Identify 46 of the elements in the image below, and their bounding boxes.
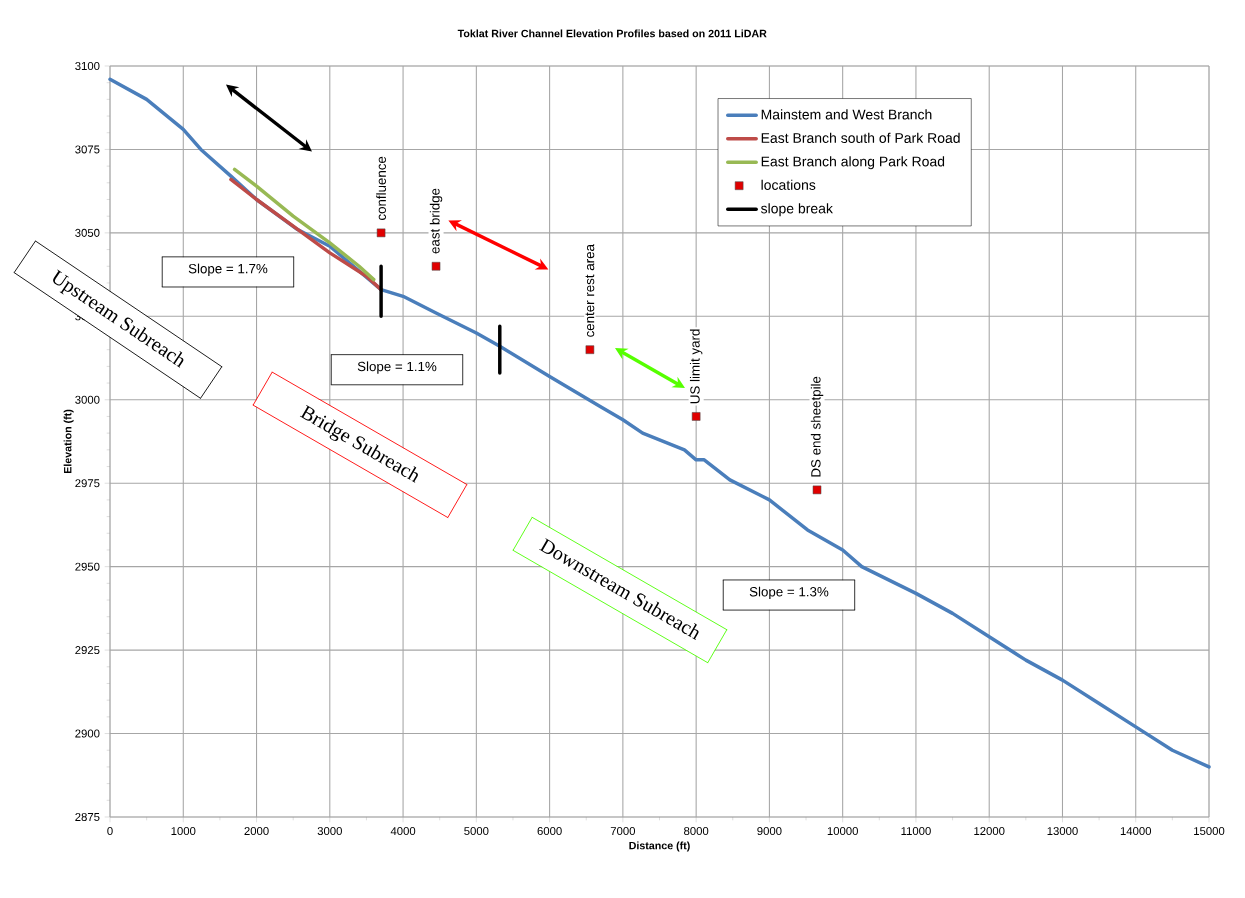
x-tick-label: 2000	[244, 827, 269, 836]
y-tick-label: 3050	[75, 228, 100, 237]
legend-label: slope break	[761, 203, 833, 217]
legend-label: locations	[761, 179, 816, 190]
annotation: center rest area	[585, 244, 595, 337]
annotation: US limit yard	[689, 329, 703, 404]
legend-label: East Branch along Park Road	[761, 156, 945, 170]
y-tick-label: 2975	[75, 479, 100, 488]
x-tick-label: 0	[107, 827, 113, 836]
y-tick-label: 2950	[75, 562, 100, 571]
point	[812, 485, 822, 495]
annotation: Slope = 1.7%	[188, 263, 268, 277]
y-tick-label: 3075	[75, 145, 100, 154]
line-series	[232, 167, 376, 282]
point	[691, 412, 701, 421]
x-tick-label: 5000	[464, 827, 489, 836]
x-tick-label: 14000	[1120, 827, 1152, 836]
x-tick-label: 7000	[610, 827, 636, 836]
annotation: Slope = 1.1%	[357, 361, 437, 374]
y-tick-label: 2900	[75, 729, 100, 738]
chart-title: Toklat River Channel Elevation Profiles based on 2011 LiDAR	[457, 29, 767, 38]
x-tick-label: 13000	[1047, 827, 1078, 836]
x-tick-label: 12000	[974, 827, 1005, 836]
point	[431, 261, 441, 271]
y-axis-title: Elevation (ft)	[63, 409, 74, 474]
annotation: confluence	[376, 156, 386, 221]
x-tick-label: 4000	[390, 827, 416, 836]
y-tick-label: 2925	[75, 646, 100, 655]
y-tick-label: 2875	[75, 812, 100, 821]
x-tick-label: 11000	[901, 827, 931, 836]
y-tick-label: 3100	[75, 61, 100, 70]
x-tick-label: 9000	[757, 827, 782, 836]
point	[585, 345, 595, 354]
legend-label: Mainstem and West Branch	[761, 109, 932, 120]
x-axis-title: Distance (ft)	[629, 841, 690, 852]
x-tick-label: 10000	[827, 827, 858, 836]
annotation: east bridge	[429, 188, 443, 254]
point	[376, 228, 386, 238]
x-tick-label: 8000	[684, 827, 709, 836]
x-tick-label: 6000	[537, 827, 562, 836]
x-tick-label: 3000	[317, 827, 342, 836]
x-tick-label: 1000	[171, 827, 196, 836]
y-tick-label: 3000	[75, 395, 100, 404]
annotation: DS end sheetpile	[810, 376, 824, 477]
x-tick-label: 15000	[1194, 827, 1225, 836]
legend-label: East Branch south of Park Road	[761, 132, 960, 143]
